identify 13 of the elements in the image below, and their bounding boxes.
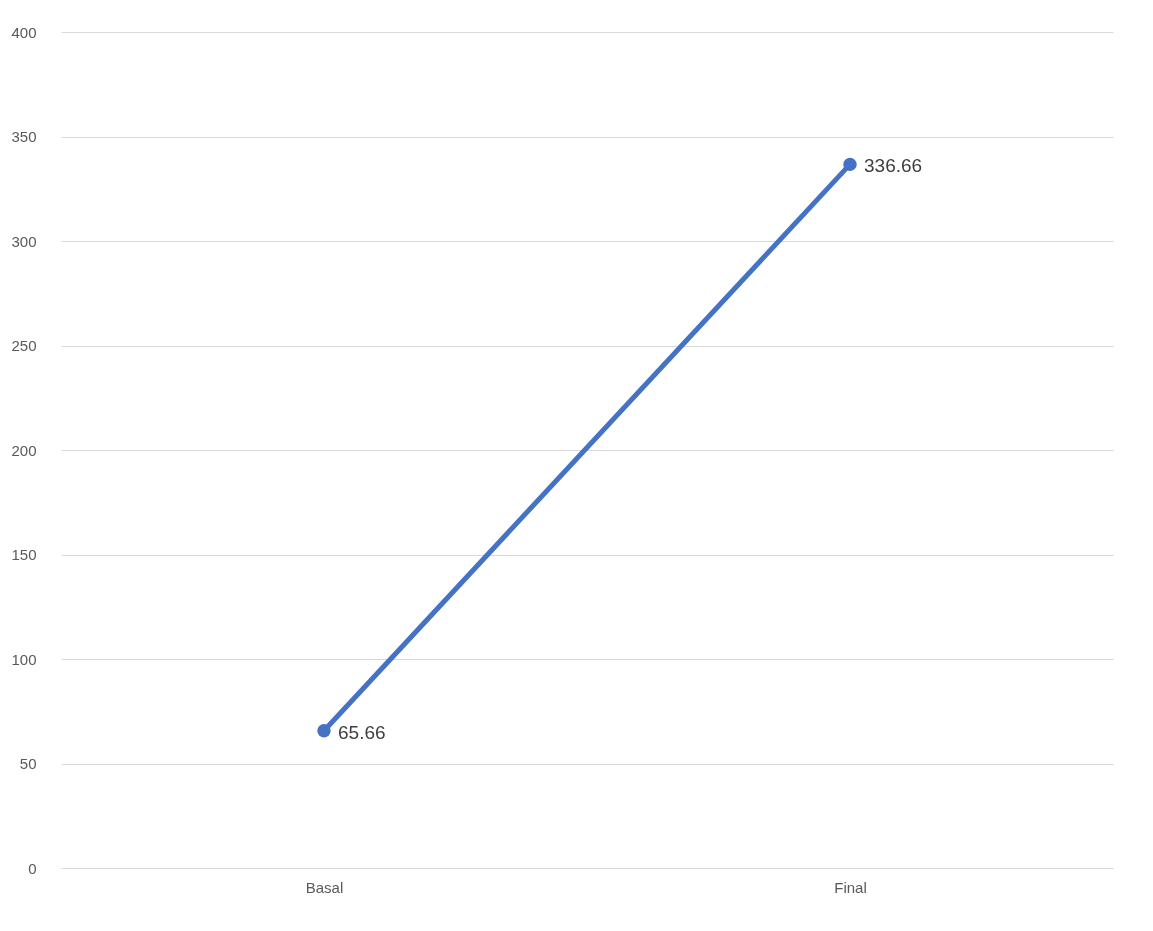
y-tick-label: 250 [11,337,37,354]
data-label: 65.66 [338,721,386,743]
y-tick-label: 200 [11,441,37,459]
x-tick-label: Basal [305,878,344,896]
y-tick-label: 100 [11,650,37,668]
data-label: 336.66 [864,155,923,177]
y-tick-label: 150 [11,546,37,563]
x-tick-label: Final [834,878,867,896]
y-tick-label: 50 [19,755,37,772]
y-tick-label: 350 [11,128,37,145]
y-tick-label: 300 [11,232,37,250]
y-tick-label: 0 [28,859,37,877]
y-tick-label: 400 [11,23,37,41]
